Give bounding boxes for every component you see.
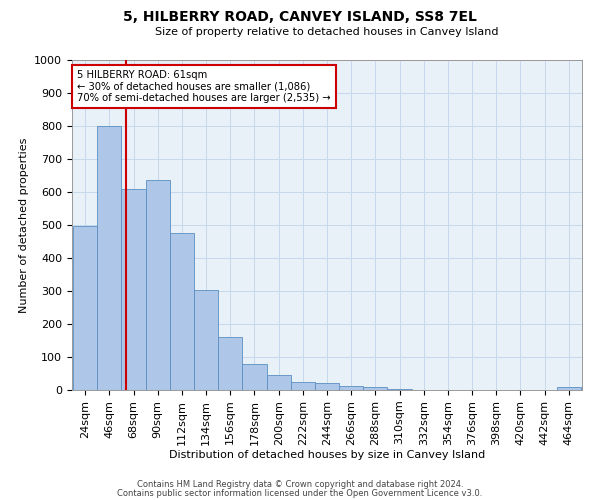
- Bar: [170, 233, 194, 390]
- Text: 5 HILBERRY ROAD: 61sqm
← 30% of detached houses are smaller (1,086)
70% of semi-: 5 HILBERRY ROAD: 61sqm ← 30% of detached…: [77, 70, 331, 103]
- Text: 5, HILBERRY ROAD, CANVEY ISLAND, SS8 7EL: 5, HILBERRY ROAD, CANVEY ISLAND, SS8 7EL: [123, 10, 477, 24]
- Text: Contains public sector information licensed under the Open Government Licence v3: Contains public sector information licen…: [118, 488, 482, 498]
- Bar: [266, 375, 291, 390]
- Text: Contains HM Land Registry data © Crown copyright and database right 2024.: Contains HM Land Registry data © Crown c…: [137, 480, 463, 489]
- Bar: [218, 337, 242, 390]
- Bar: [121, 188, 146, 390]
- Bar: [557, 388, 581, 390]
- Bar: [291, 382, 315, 390]
- Bar: [146, 180, 170, 390]
- Bar: [97, 126, 121, 390]
- Bar: [339, 386, 363, 390]
- Y-axis label: Number of detached properties: Number of detached properties: [19, 138, 29, 312]
- Bar: [315, 384, 339, 390]
- Bar: [242, 364, 266, 390]
- Title: Size of property relative to detached houses in Canvey Island: Size of property relative to detached ho…: [155, 27, 499, 37]
- Bar: [388, 389, 412, 390]
- Bar: [73, 226, 97, 390]
- X-axis label: Distribution of detached houses by size in Canvey Island: Distribution of detached houses by size …: [169, 450, 485, 460]
- Bar: [363, 388, 388, 390]
- Bar: [194, 290, 218, 390]
